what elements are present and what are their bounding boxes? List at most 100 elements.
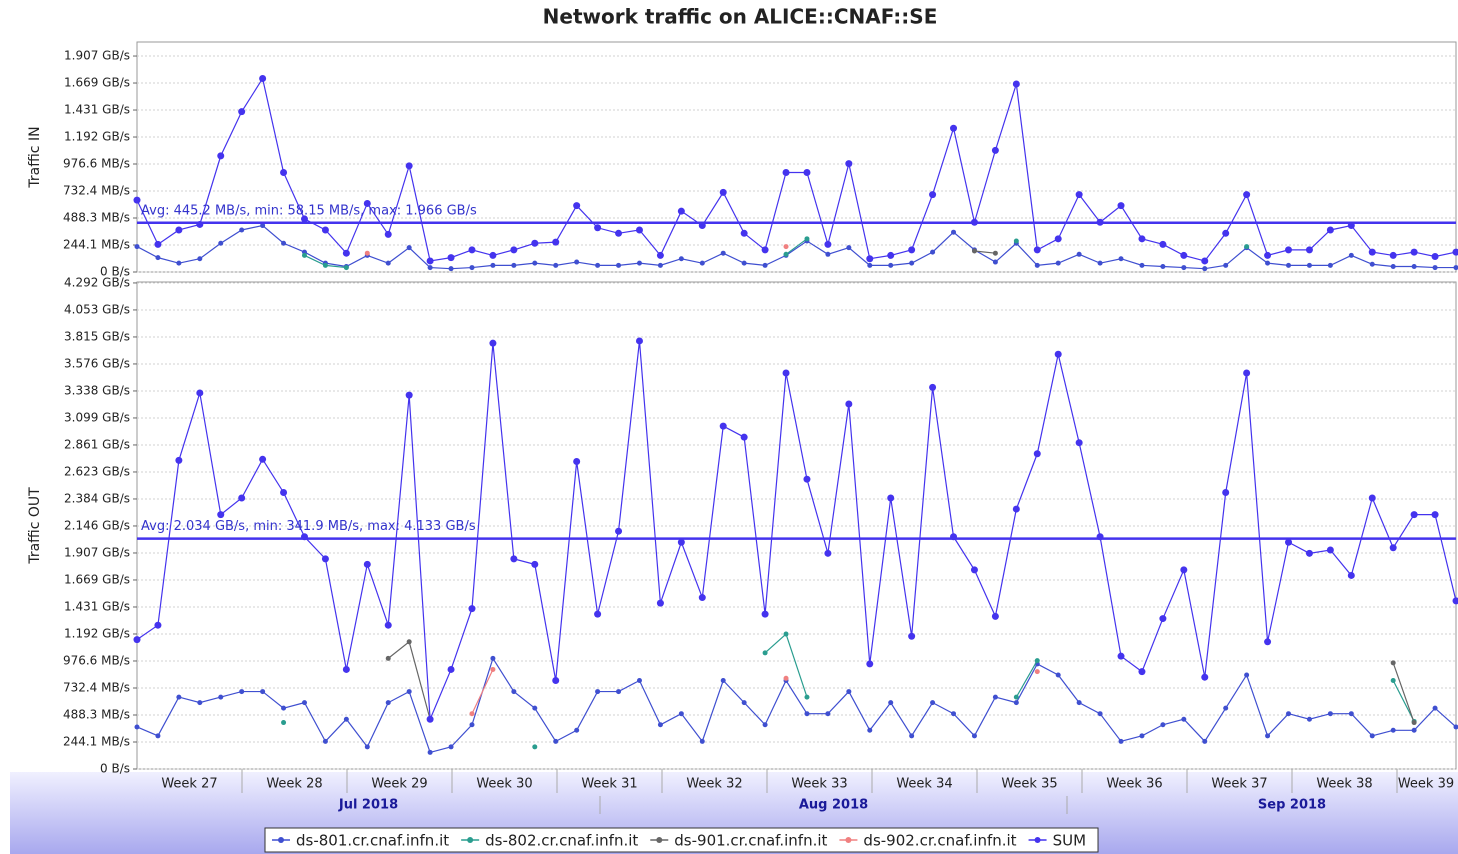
data-point	[532, 705, 538, 711]
data-point	[511, 689, 517, 695]
data-point	[447, 254, 455, 262]
x-tick-label: Week 37	[1211, 777, 1267, 792]
data-point	[595, 262, 601, 268]
data-point	[1160, 722, 1166, 728]
legend-swatch	[278, 837, 284, 843]
data-point	[908, 632, 916, 640]
data-point	[1390, 678, 1396, 684]
data-point	[867, 262, 873, 268]
data-point	[1389, 544, 1397, 552]
data-point	[217, 511, 225, 519]
legend-swatch	[467, 837, 474, 843]
data-point	[1034, 262, 1040, 268]
data-point	[1033, 450, 1041, 458]
y-tick-label: 2.146 GB/s	[64, 518, 130, 532]
data-point	[656, 599, 664, 607]
data-point	[176, 260, 182, 266]
data-point	[761, 246, 769, 254]
data-point	[301, 700, 307, 706]
data-point	[846, 689, 852, 695]
legend	[264, 827, 1099, 853]
data-point	[1034, 658, 1040, 664]
average-annotation: Avg: 2.034 GB/s, min: 341.9 MB/s, max: 4…	[141, 519, 476, 534]
data-point	[1159, 615, 1167, 623]
x-tick-label: Week 31	[581, 777, 637, 792]
data-point	[1097, 711, 1103, 717]
data-point	[385, 700, 391, 706]
data-point	[635, 226, 643, 234]
data-point	[1432, 705, 1438, 711]
data-point	[1244, 244, 1250, 250]
data-point	[155, 733, 161, 739]
data-point	[553, 738, 559, 744]
data-point	[761, 610, 769, 618]
data-point	[1222, 488, 1230, 496]
data-point	[1431, 253, 1439, 261]
data-point	[218, 240, 224, 246]
data-point	[1390, 263, 1396, 269]
data-point	[531, 560, 539, 568]
y-tick-label: 4.292 GB/s	[64, 275, 130, 289]
data-point	[1452, 597, 1458, 605]
data-point	[677, 207, 685, 215]
data-point	[1244, 672, 1250, 678]
y-tick-label: 3.576 GB/s	[64, 356, 130, 370]
y-tick-label: 0 B/s	[100, 265, 130, 279]
y-tick-label: 976.6 MB/s	[63, 653, 130, 667]
data-point	[1306, 262, 1312, 268]
legend-label: ds-901.cr.cnaf.infn.it	[674, 832, 827, 850]
data-point	[1368, 494, 1376, 502]
data-point	[531, 239, 539, 247]
data-point	[490, 655, 496, 661]
data-point	[636, 260, 642, 266]
data-point	[469, 265, 475, 271]
data-point	[343, 265, 349, 271]
data-point	[616, 689, 622, 695]
data-point	[1411, 263, 1417, 269]
data-point	[615, 527, 623, 535]
data-point	[888, 700, 894, 706]
data-point	[385, 260, 391, 266]
data-point	[489, 251, 497, 259]
y-tick-label: 732.4 MB/s	[63, 680, 130, 694]
data-point	[301, 252, 307, 258]
data-point	[281, 720, 287, 726]
data-point	[804, 236, 810, 242]
data-point	[134, 724, 140, 730]
x-tick-label: Week 29	[371, 777, 427, 792]
data-point	[951, 711, 957, 717]
data-point	[1348, 711, 1354, 717]
data-point	[1202, 266, 1208, 272]
data-point	[154, 621, 162, 629]
data-point	[1264, 638, 1272, 646]
data-point	[1138, 668, 1146, 676]
data-point	[803, 475, 811, 483]
y-tick-label: 1.192 GB/s	[64, 626, 130, 640]
legend-swatch	[1034, 837, 1041, 843]
data-point	[384, 621, 392, 629]
data-point	[1201, 673, 1209, 681]
data-point	[615, 229, 623, 237]
data-point	[762, 262, 768, 268]
data-point	[1348, 252, 1354, 258]
data-point	[280, 168, 288, 176]
y-tick-label: 1.907 GB/s	[64, 545, 130, 559]
data-point	[803, 168, 811, 176]
data-point	[866, 255, 874, 263]
data-point	[1410, 248, 1418, 256]
data-point	[1285, 246, 1293, 254]
data-point	[971, 248, 977, 254]
y-axis-label: Traffic IN	[27, 126, 43, 188]
data-point	[971, 733, 977, 739]
data-point	[489, 339, 497, 347]
y-tick-label: 1.192 GB/s	[64, 130, 130, 144]
data-point	[594, 610, 602, 618]
data-point	[1055, 672, 1061, 678]
data-point	[1327, 262, 1333, 268]
data-point	[342, 249, 350, 257]
data-point	[740, 433, 748, 441]
data-point	[364, 250, 370, 256]
data-point	[1180, 566, 1188, 574]
data-point	[824, 549, 832, 557]
